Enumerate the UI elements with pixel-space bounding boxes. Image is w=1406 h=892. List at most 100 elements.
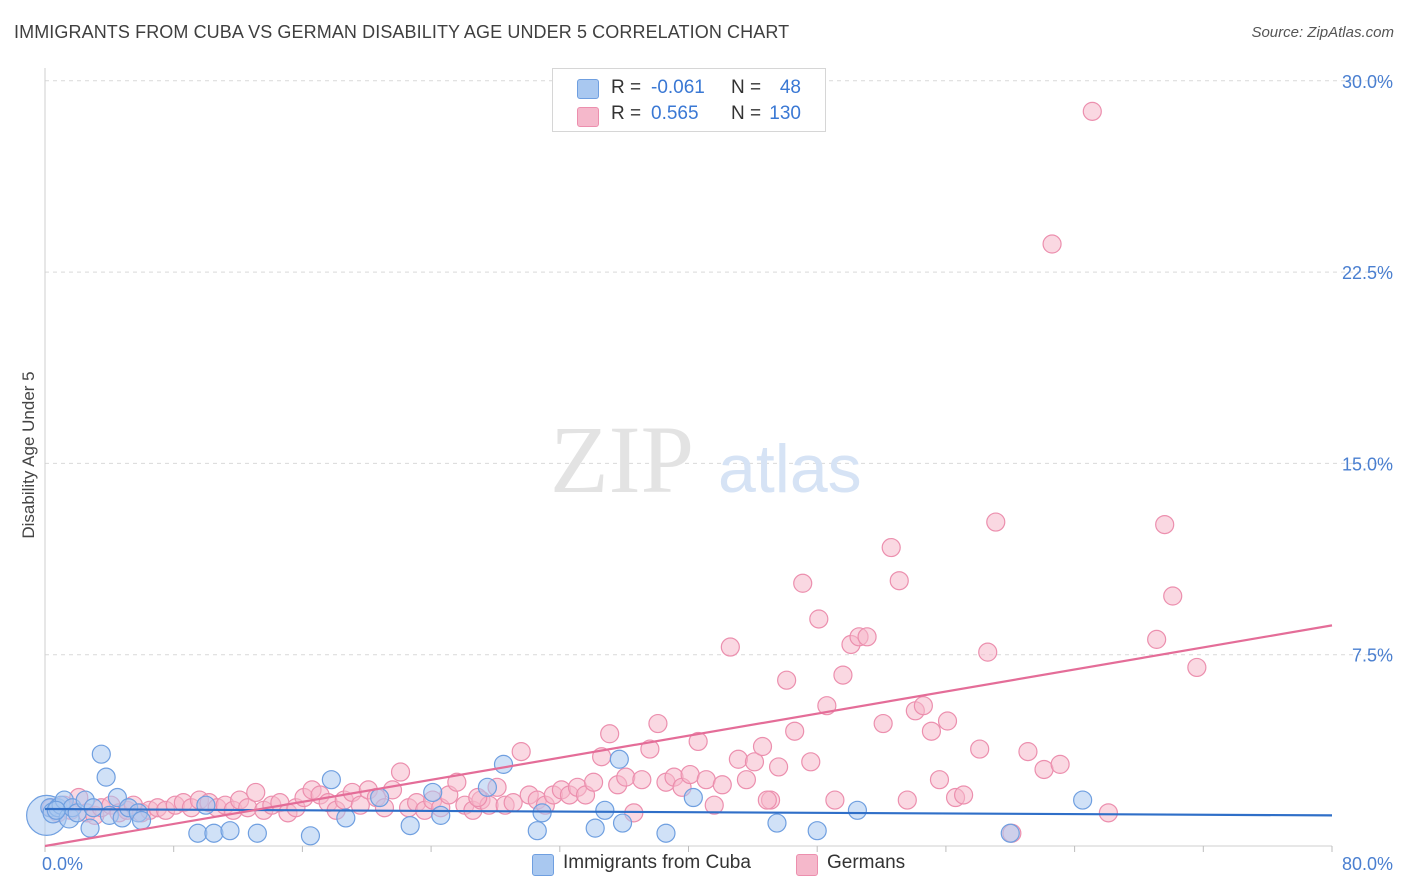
point-germans-115 <box>986 512 1006 532</box>
point-germans-113 <box>970 739 990 759</box>
point-germans-51 <box>447 772 467 792</box>
point-cuba-27 <box>336 808 356 828</box>
point-cuba-46 <box>1073 790 1093 810</box>
trend-line-germans <box>44 624 1333 848</box>
point-germans-84 <box>712 775 732 795</box>
point-germans-92 <box>777 670 797 690</box>
point-germans-109 <box>929 770 950 790</box>
point-germans-119 <box>1042 234 1062 254</box>
point-germans-128 <box>757 790 777 810</box>
point-cuba-20 <box>188 823 208 843</box>
point-germans-91 <box>768 757 789 777</box>
legend-r-value: 0.565 <box>651 103 699 124</box>
point-germans-86 <box>728 749 748 769</box>
point-cuba-23 <box>220 821 240 841</box>
point-germans-117 <box>1018 742 1038 762</box>
legend-n-label: N = <box>731 77 762 98</box>
bottom-legend-cuba: Immigrants from Cuba <box>563 852 751 873</box>
point-germans-105 <box>889 571 909 591</box>
point-germans-26 <box>246 782 266 803</box>
point-cuba-43 <box>807 821 827 841</box>
x-axis-ticks <box>44 846 1333 852</box>
watermark-zip: ZIP <box>550 406 694 513</box>
legend-n-value: 48 <box>779 77 801 98</box>
point-cuba-28 <box>370 787 390 808</box>
bottom-legend-swatch-cuba <box>532 854 554 876</box>
point-cuba-10 <box>83 798 103 818</box>
point-germans-58 <box>503 793 523 813</box>
point-cuba-29 <box>400 815 420 836</box>
legend-row-germans: R = 0.565 N = 130 <box>553 103 825 131</box>
point-germans-120 <box>1050 754 1070 774</box>
point-germans-123 <box>1147 629 1167 649</box>
point-cuba-47 <box>46 800 66 820</box>
y-axis-label: Disability Age Under 5 <box>19 371 38 538</box>
point-germans-59 <box>511 742 531 762</box>
point-cuba-42 <box>767 813 787 833</box>
point-germans-104 <box>881 537 901 558</box>
point-germans-103 <box>873 713 893 734</box>
point-germans-98 <box>825 790 845 810</box>
point-cuba-24 <box>247 823 267 843</box>
legend-row-cuba: R = -0.061 N = 48 <box>553 75 825 103</box>
series-cuba <box>26 744 1093 846</box>
point-germans-127 <box>897 790 917 810</box>
point-germans-121 <box>1082 101 1102 121</box>
point-germans-99 <box>833 665 853 685</box>
y-tick-label: 7.5% <box>1352 646 1393 666</box>
point-cuba-44 <box>847 800 868 820</box>
bottom-legend-germans: Germans <box>827 852 906 873</box>
point-germans-80 <box>680 764 700 785</box>
point-germans-95 <box>801 752 821 772</box>
point-cuba-33 <box>493 754 514 774</box>
point-germans-68 <box>583 772 604 792</box>
legend-swatch-germans <box>577 107 599 127</box>
point-germans-83 <box>704 795 724 815</box>
legend-swatch-cuba <box>577 79 599 99</box>
point-germans-96 <box>809 609 829 629</box>
point-germans-107 <box>913 696 933 716</box>
point-cuba-36 <box>585 818 605 838</box>
point-germans-81 <box>688 731 708 752</box>
point-cuba-32 <box>477 777 498 797</box>
point-germans-112 <box>953 785 974 805</box>
point-cuba-40 <box>656 823 676 843</box>
point-germans-70 <box>600 724 620 744</box>
legend-r-label: R = <box>611 77 642 98</box>
legend-n-value: 130 <box>769 103 801 124</box>
point-cuba-22 <box>204 823 224 843</box>
point-germans-44 <box>390 762 411 782</box>
x-tick-label: 0.0% <box>42 854 83 874</box>
point-germans-87 <box>736 770 757 790</box>
trend-lines <box>44 624 1333 848</box>
point-cuba-39 <box>612 813 633 833</box>
point-cuba-31 <box>431 805 451 825</box>
point-cuba-41 <box>683 787 703 808</box>
point-germans-88 <box>744 752 765 772</box>
point-germans-76 <box>648 713 668 734</box>
point-germans-126 <box>1187 657 1207 678</box>
y-tick-label: 22.5% <box>1342 263 1393 283</box>
point-germans-89 <box>752 736 773 757</box>
point-cuba-26 <box>321 770 341 790</box>
point-cuba-34 <box>527 821 547 841</box>
point-germans-85 <box>720 637 740 657</box>
legend-r-value: -0.061 <box>651 77 705 98</box>
point-germans-114 <box>978 642 998 662</box>
series-germans <box>41 101 1207 843</box>
point-cuba-13 <box>96 767 116 787</box>
point-germans-118 <box>1034 759 1054 780</box>
point-germans-94 <box>793 573 813 593</box>
point-cuba-35 <box>532 803 552 823</box>
point-germans-124 <box>1155 514 1175 535</box>
point-germans-93 <box>785 721 805 741</box>
bottom-legend-swatch-germans <box>796 854 818 876</box>
point-germans-125 <box>1163 586 1183 606</box>
point-cuba-25 <box>300 826 321 846</box>
point-cuba-30 <box>423 782 443 803</box>
point-germans-82 <box>696 770 716 790</box>
point-germans-122 <box>1098 803 1118 823</box>
point-cuba-37 <box>595 800 615 820</box>
point-germans-108 <box>921 721 942 741</box>
